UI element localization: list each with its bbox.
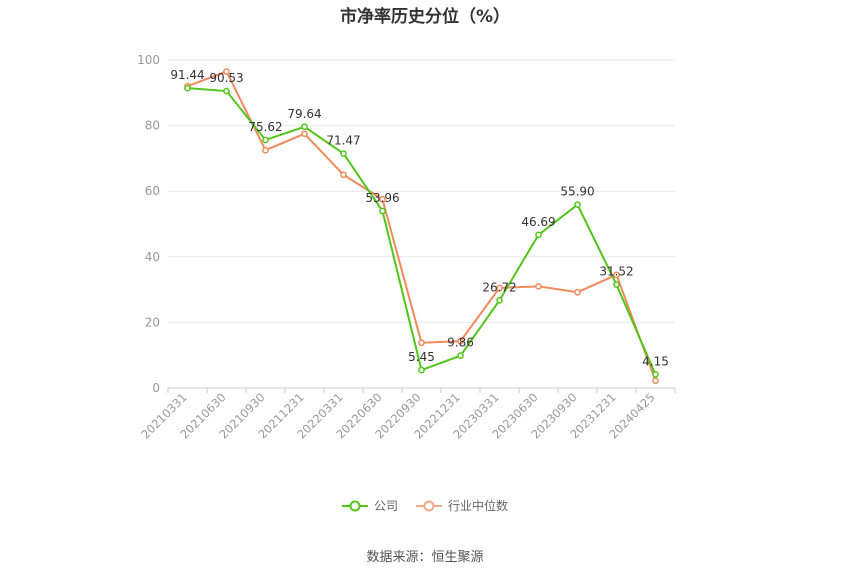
legend-item-industry-median[interactable]: 行业中位数 (416, 497, 508, 514)
data-point-industry-median[interactable] (340, 171, 347, 179)
legend: 公司 行业中位数 (0, 497, 850, 514)
data-point-company[interactable] (223, 87, 230, 95)
y-tick-label: 80 (145, 119, 160, 133)
data-label: 46.69 (521, 215, 555, 229)
data-label: 31.52 (599, 265, 633, 279)
data-point-industry-median[interactable] (301, 130, 308, 138)
data-label: 53.96 (365, 191, 399, 205)
data-label: 90.53 (209, 71, 243, 85)
y-tick-label: 100 (137, 53, 160, 67)
data-point-company[interactable] (379, 207, 386, 215)
data-point-industry-median[interactable] (457, 337, 464, 345)
data-point-company[interactable] (652, 371, 659, 378)
data-label: 9.86 (447, 336, 474, 350)
data-point-company[interactable] (262, 136, 269, 144)
y-tick-label: 0 (152, 381, 160, 395)
data-label: 75.62 (248, 120, 282, 134)
data-point-company[interactable] (496, 297, 503, 304)
series-lines (184, 68, 659, 385)
data-point-industry-median[interactable] (262, 146, 269, 154)
data-point-industry-median[interactable] (652, 377, 659, 385)
legend-item-company[interactable]: 公司 (341, 497, 398, 514)
axes: 0204060801002021033120210630202109302021… (137, 53, 676, 442)
chart-title: 市净率历史分位（%） (339, 7, 511, 27)
data-label: 91.44 (170, 68, 204, 82)
data-point-company[interactable] (574, 201, 581, 208)
source-note: 数据来源：恒生聚源 (366, 550, 484, 565)
data-point-industry-median[interactable] (379, 196, 386, 203)
data-label: 71.47 (326, 134, 360, 148)
data-point-industry-median[interactable] (613, 271, 620, 279)
data-point-industry-median[interactable] (418, 339, 425, 347)
grid-lines (168, 59, 675, 389)
data-point-industry-median[interactable] (574, 288, 581, 296)
legend-marker-industry-median (416, 500, 442, 511)
data-point-company[interactable] (184, 84, 191, 92)
y-tick-label: 60 (145, 184, 160, 198)
data-label: 4.15 (642, 354, 669, 368)
legend-label-industry-median: 行业中位数 (448, 499, 509, 513)
data-label: 79.64 (287, 107, 321, 121)
data-labels: 91.44 90.53 75.62 79.64 71.47 53.96 5.45 9.86 26… (170, 68, 669, 368)
data-point-company[interactable] (418, 366, 425, 374)
data-point-company[interactable] (340, 150, 347, 157)
series-line-industry-median (187, 70, 657, 382)
y-tick-label: 40 (145, 250, 160, 264)
data-label: 26.72 (482, 280, 516, 294)
y-tick-label: 20 (145, 315, 160, 329)
data-point-industry-median[interactable] (496, 284, 503, 292)
legend-label-company: 公司 (373, 499, 398, 513)
data-point-company[interactable] (457, 352, 464, 360)
data-point-company[interactable] (535, 231, 542, 239)
data-point-industry-median[interactable] (535, 282, 542, 290)
data-point-industry-median[interactable] (223, 68, 230, 75)
data-label: 55.90 (560, 185, 594, 199)
legend-marker-company (341, 500, 368, 511)
data-label: 5.45 (408, 350, 435, 364)
data-point-company[interactable] (301, 123, 308, 131)
data-point-company[interactable] (613, 281, 620, 288)
